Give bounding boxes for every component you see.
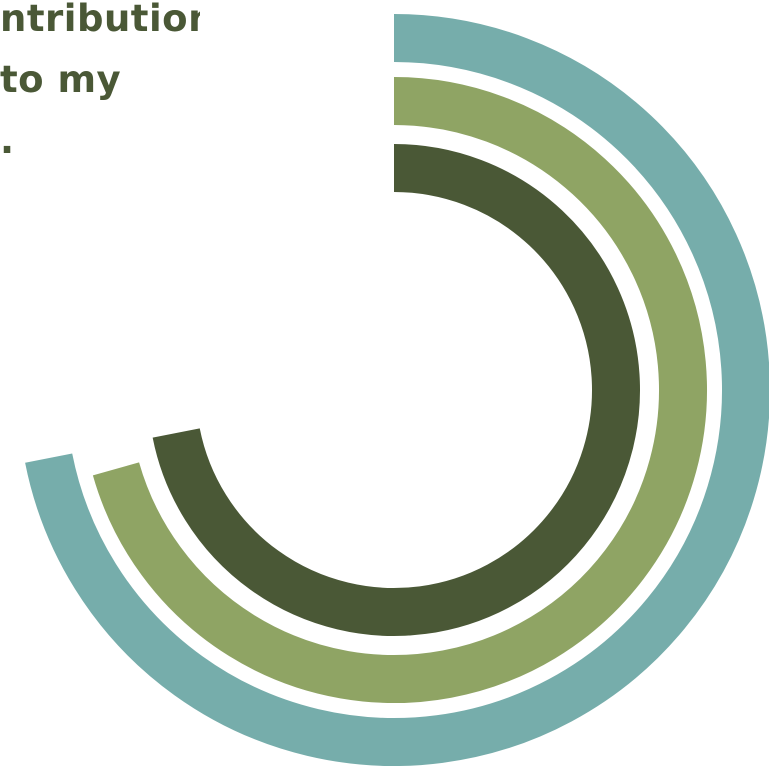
ring-group: [25, 14, 769, 766]
ring-bar-1: [25, 14, 769, 766]
chart-title: ntribution to my .: [0, 0, 200, 171]
title-line-3: .: [0, 119, 15, 162]
ring-bar-2: [92, 77, 707, 703]
ring-bar-3: [152, 144, 640, 636]
title-line-2: to my: [0, 58, 122, 101]
title-line-1: ntribution: [0, 0, 200, 40]
